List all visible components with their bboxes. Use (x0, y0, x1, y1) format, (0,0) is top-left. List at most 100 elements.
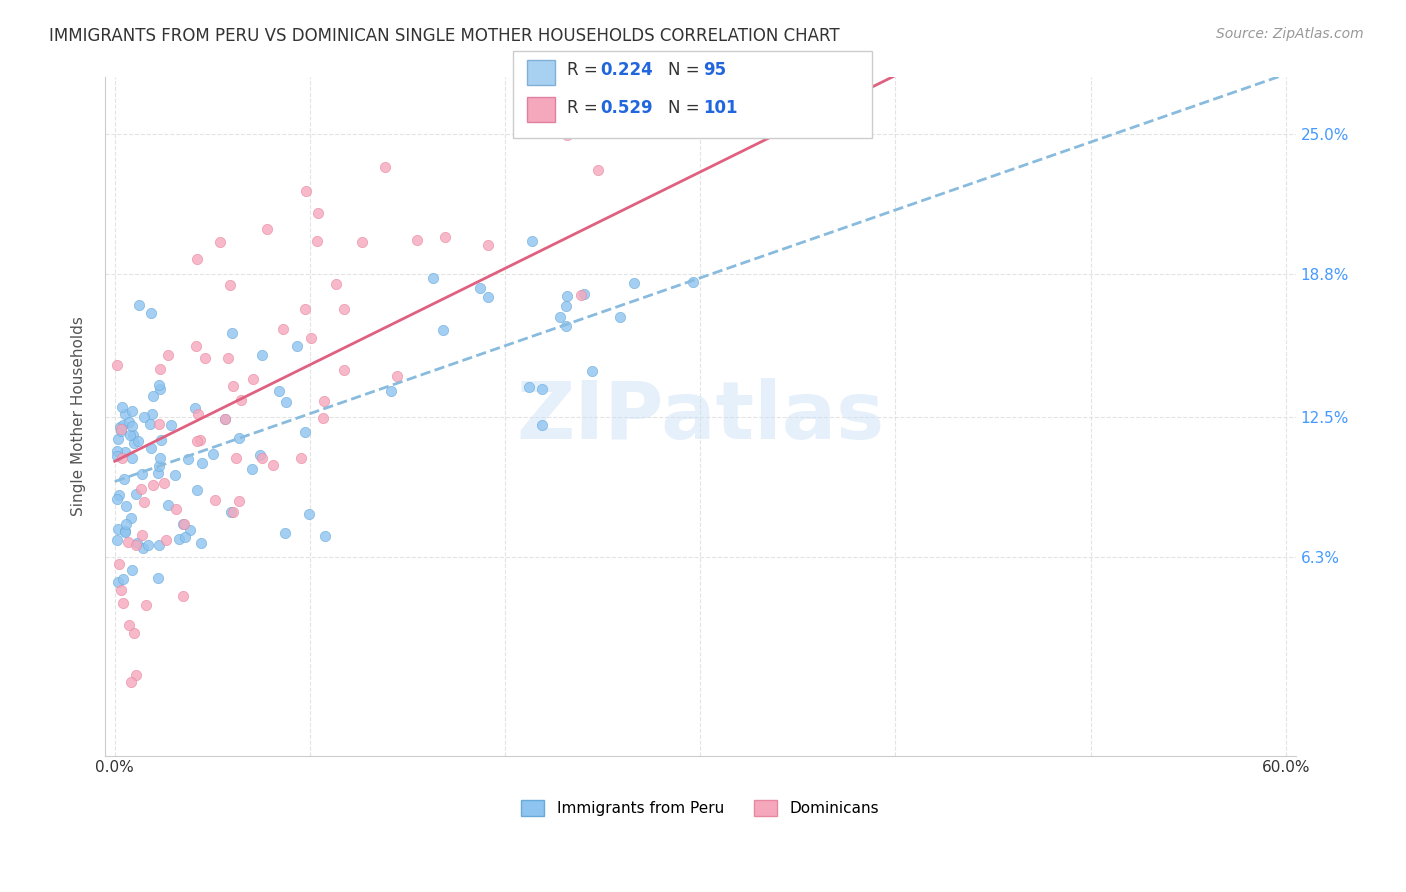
Point (187, 407, 209, 421)
Point (839, 47, 862, 62)
Point (201, 447, 224, 461)
Point (983, 47, 1005, 62)
Point (146, 466, 169, 480)
Point (325, 277, 347, 291)
Point (186, 483, 208, 497)
Point (477, 290, 499, 304)
Point (184, 401, 207, 416)
Point (105, 359, 128, 373)
Point (274, 395, 297, 409)
Point (856, 47, 879, 62)
Point (110, 422, 132, 436)
Point (107, 432, 129, 446)
Text: ZIPatlas: ZIPatlas (516, 377, 884, 456)
Point (118, 415, 141, 429)
Point (240, 462, 263, 476)
Point (111, 401, 134, 415)
Text: IMMIGRANTS FROM PERU VS DOMINICAN SINGLE MOTHER HOUSEHOLDS CORRELATION CHART: IMMIGRANTS FROM PERU VS DOMINICAN SINGLE… (49, 27, 839, 45)
Point (149, 362, 172, 376)
Point (219, 505, 242, 519)
Point (1164, 47, 1187, 62)
Point (117, 534, 139, 549)
Point (112, 472, 135, 486)
Point (122, 435, 145, 450)
Point (256, 221, 278, 235)
Point (586, 47, 609, 62)
Point (121, 450, 143, 465)
Point (742, 47, 765, 62)
Point (228, 494, 250, 508)
Text: 0.224: 0.224 (600, 62, 654, 79)
Point (558, 103, 581, 118)
Point (107, 574, 129, 589)
Point (120, 427, 142, 442)
Point (522, 234, 544, 248)
Point (153, 476, 176, 491)
Point (186, 252, 208, 266)
Point (131, 482, 153, 496)
Point (432, 323, 454, 337)
Point (374, 161, 396, 175)
Point (222, 505, 245, 519)
Point (294, 184, 316, 198)
Point (555, 128, 578, 142)
Point (875, 47, 897, 62)
Point (530, 382, 553, 396)
Point (107, 523, 129, 537)
Point (274, 525, 297, 540)
Point (903, 47, 925, 62)
Point (228, 431, 250, 445)
Point (120, 674, 142, 689)
Point (422, 270, 444, 285)
Point (114, 516, 136, 531)
Point (658, 47, 681, 62)
Text: 101: 101 (703, 99, 738, 117)
Point (111, 451, 134, 466)
Point (434, 55, 457, 70)
Point (790, 47, 813, 62)
Point (111, 418, 134, 433)
Point (204, 493, 226, 508)
Point (125, 487, 148, 501)
Point (209, 235, 232, 249)
Point (115, 500, 138, 514)
Point (149, 382, 172, 396)
Point (191, 456, 214, 470)
Point (588, 163, 610, 178)
Point (108, 420, 131, 434)
Point (307, 206, 329, 220)
Text: 95: 95 (703, 62, 725, 79)
Point (173, 530, 195, 544)
Point (155, 533, 177, 547)
Point (623, 277, 645, 291)
Point (269, 384, 291, 399)
Point (131, 528, 153, 542)
Point (219, 277, 242, 292)
Point (294, 425, 316, 440)
Point (965, 47, 987, 62)
Point (128, 298, 150, 312)
Point (856, 47, 879, 62)
Point (314, 529, 336, 543)
Point (186, 434, 208, 448)
Point (148, 459, 170, 474)
Point (141, 407, 163, 421)
Point (920, 47, 942, 62)
Point (148, 571, 170, 585)
Point (127, 434, 149, 448)
Point (333, 301, 356, 316)
Point (685, 47, 707, 62)
Point (1229, 47, 1251, 62)
Point (214, 412, 236, 426)
Point (110, 425, 132, 439)
Point (581, 364, 603, 378)
Point (299, 331, 322, 345)
Point (617, 112, 640, 127)
Point (294, 302, 316, 317)
Point (543, 47, 565, 62)
Point (184, 339, 207, 353)
Point (1206, 47, 1229, 62)
Point (693, 47, 716, 62)
Point (105, 491, 128, 506)
Point (142, 389, 165, 403)
